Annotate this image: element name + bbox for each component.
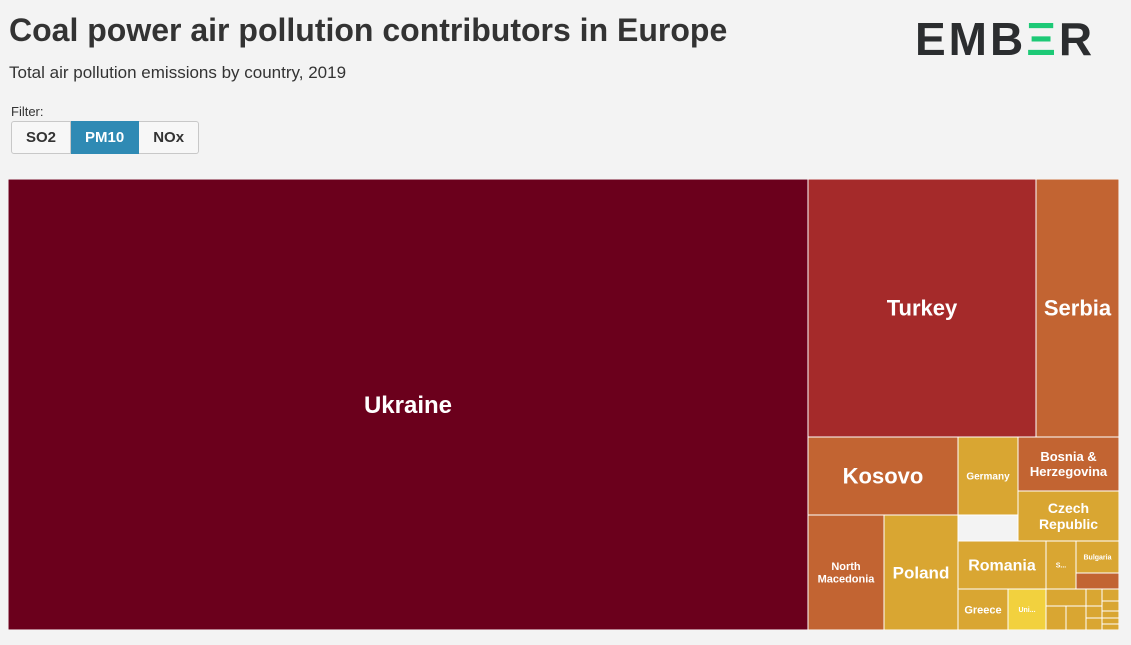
treemap-tile-bosnia-herzegovina[interactable] — [1017, 436, 1119, 492]
treemap-label-north-macedonia: North Macedonia — [818, 561, 876, 586]
filter-button-group: SO2 PM10 NOx — [11, 121, 200, 154]
treemap-chart: Ukraine Turkey Serbia Kosovo Germany Bosnia &… — [8, 179, 1119, 630]
treemap-tile-minor-19[interactable] — [1101, 588, 1119, 602]
treemap-label-greece: Greece — [964, 604, 1001, 616]
treemap-tile-czech-republic[interactable] — [1017, 490, 1119, 542]
treemap-label-czech-republic: Czech Republic — [1039, 500, 1098, 532]
filter-button-pm10[interactable]: PM10 — [71, 121, 140, 154]
chart-title: Coal power air pollution contributors in… — [9, 12, 728, 48]
treemap-label-germany: Germany — [966, 472, 1010, 483]
treemap-label-romania: Romania — [968, 558, 1036, 575]
logo-accent-letter: Ξ — [1026, 13, 1059, 65]
ember-logo: EMBΞR — [915, 12, 1095, 66]
treemap-label-serbia: Serbia — [1044, 296, 1112, 321]
filter-button-so2[interactable]: SO2 — [11, 121, 72, 154]
treemap-tile-poland[interactable] — [883, 514, 959, 630]
treemap-label-bosnia-herzegovina: Bosnia & Herzegovina — [1030, 449, 1108, 479]
treemap-tile-minor-22[interactable] — [1085, 617, 1103, 630]
treemap-tile-north-macedonia[interactable] — [807, 514, 885, 630]
treemap-tile-minor-25[interactable] — [1101, 623, 1119, 630]
treemap-tile-uni[interactable] — [1007, 588, 1047, 630]
treemap-tile-minor-14[interactable] — [1075, 572, 1119, 590]
treemap-label-bulgaria: Bulgaria — [1083, 554, 1111, 561]
treemap-label-uni: Uni... — [1018, 607, 1035, 614]
treemap-tile-serbia[interactable] — [1035, 179, 1119, 438]
treemap-tile-minor-20[interactable] — [1101, 600, 1119, 612]
treemap-tile-minor-21[interactable] — [1085, 605, 1103, 619]
treemap-tile-minor-23[interactable] — [1101, 610, 1119, 619]
treemap-label-kosovo: Kosovo — [843, 464, 924, 489]
treemap-tile-kosovo[interactable] — [807, 436, 959, 516]
treemap-tile-ukraine[interactable] — [8, 179, 809, 630]
treemap-tile-minor-17[interactable] — [1065, 605, 1087, 630]
treemap-tile-greece[interactable] — [957, 588, 1009, 630]
treemap-tile-bulgaria[interactable] — [1075, 540, 1119, 574]
treemap-label-poland: Poland — [893, 563, 950, 582]
treemap-tile-minor-18[interactable] — [1085, 588, 1103, 607]
treemap-tile-minor-16[interactable] — [1045, 605, 1067, 630]
treemap-label-s: S... — [1056, 562, 1067, 569]
treemap-tile-minor-15[interactable] — [1045, 588, 1087, 607]
treemap-label-turkey: Turkey — [887, 296, 958, 321]
treemap-tile-minor-24[interactable] — [1101, 617, 1119, 625]
chart-subtitle: Total air pollution emissions by country… — [9, 63, 347, 82]
logo-text-end: R — [1058, 13, 1096, 65]
logo-text-main: EMB — [915, 13, 1027, 65]
treemap-tile-germany[interactable] — [957, 436, 1019, 516]
treemap-tile-turkey[interactable] — [807, 179, 1037, 438]
filter-button-nox[interactable]: NOx — [139, 121, 200, 154]
filter-label: Filter: — [11, 104, 44, 119]
treemap-label-ukraine: Ukraine — [364, 392, 452, 419]
